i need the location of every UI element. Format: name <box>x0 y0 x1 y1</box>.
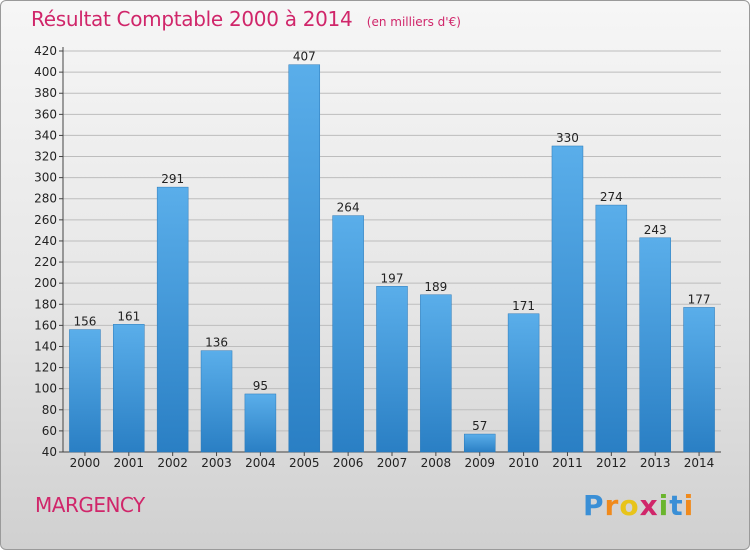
brand-letter: P <box>583 489 605 522</box>
bar-2002 <box>156 186 189 453</box>
bar-2013 <box>639 237 671 453</box>
y-tick-label: 60 <box>42 424 57 438</box>
bar-2009 <box>463 433 496 453</box>
data-label-2009: 57 <box>472 419 487 433</box>
x-tick-label: 2006 <box>333 456 364 470</box>
bar-2011 <box>551 145 584 453</box>
brand-letter: i <box>683 489 695 522</box>
bar-2003 <box>200 350 233 453</box>
brand-logo: Proxiti <box>583 489 694 522</box>
title-text: Résultat Comptable 2000 à 2014 <box>31 7 353 31</box>
x-tick-label: 2001 <box>114 456 145 470</box>
bar-2008 <box>420 294 452 453</box>
data-label-2013: 243 <box>644 223 667 237</box>
x-tick-label: 2004 <box>245 456 276 470</box>
bar-2000 <box>69 329 101 453</box>
data-label-2000: 156 <box>73 315 96 329</box>
axes: 40 60 80 100 120 140 160 180 200 220 240 260 280 300 3… <box>34 44 721 470</box>
x-tick-label: 2012 <box>596 456 627 470</box>
bar-2004 <box>244 393 277 453</box>
y-tick-label: 360 <box>34 107 57 121</box>
data-label-2011: 330 <box>556 131 579 145</box>
x-tick-label: 2007 <box>377 456 408 470</box>
brand-letter: o <box>619 489 640 522</box>
data-label-2002: 291 <box>161 172 184 186</box>
y-tick-label: 420 <box>34 44 57 58</box>
x-tick-label: 2005 <box>289 456 320 470</box>
y-tick-label: 160 <box>34 318 57 332</box>
x-tick-label: 2010 <box>508 456 539 470</box>
y-tick-label: 320 <box>34 150 57 164</box>
x-tick-label: 2011 <box>552 456 583 470</box>
data-label-2005: 407 <box>293 50 316 64</box>
bar-2007 <box>376 286 408 453</box>
bar-2014 <box>683 307 715 453</box>
x-tick-label: 2000 <box>70 456 101 470</box>
y-tick-label: 280 <box>34 192 57 206</box>
y-tick-label: 380 <box>34 86 57 100</box>
data-label-2008: 189 <box>424 280 447 294</box>
y-tick-label: 120 <box>34 361 57 375</box>
y-tick-label: 240 <box>34 234 57 248</box>
data-label-2006: 264 <box>337 201 360 215</box>
x-tick-label: 2003 <box>201 456 232 470</box>
y-tick-label: 300 <box>34 171 57 185</box>
y-tick-label: 200 <box>34 276 57 290</box>
data-label-2007: 197 <box>381 271 404 285</box>
data-label-2014: 177 <box>688 292 711 306</box>
bar-2012 <box>595 204 628 453</box>
brand-letter: x <box>639 489 659 522</box>
y-tick-label: 80 <box>42 403 57 417</box>
bars <box>69 64 715 453</box>
title-unit: (en milliers d'€) <box>366 15 461 29</box>
brand-letter: r <box>604 489 620 522</box>
y-tick-label: 400 <box>34 65 57 79</box>
bar-2001 <box>113 324 145 453</box>
x-tick-label: 2009 <box>464 456 495 470</box>
data-label-2003: 136 <box>205 336 228 350</box>
x-tick-label: 2002 <box>157 456 188 470</box>
y-tick-label: 220 <box>34 255 57 269</box>
brand-letter: i <box>658 489 670 522</box>
x-tick-label: 2013 <box>640 456 671 470</box>
location-name: MARGENCY <box>35 493 145 517</box>
x-tick-label: 2008 <box>421 456 452 470</box>
bar-2010 <box>507 313 540 453</box>
bar-2005 <box>288 64 321 453</box>
y-tick-label: 340 <box>34 128 57 142</box>
data-labels: 156 161 291 136 95 407 264 197 189 57 171 330 274 243… <box>73 50 710 433</box>
x-tick-label: 2014 <box>684 456 715 470</box>
data-label-2012: 274 <box>600 190 623 204</box>
y-tick-label: 180 <box>34 297 57 311</box>
y-tick-label: 100 <box>34 382 57 396</box>
y-tick-label: 260 <box>34 213 57 227</box>
chart-title: Résultat Comptable 2000 à 2014 (en milli… <box>31 7 461 31</box>
data-label-2010: 171 <box>512 299 535 313</box>
brand-letter: t <box>669 489 684 522</box>
y-tick-label: 40 <box>42 445 57 459</box>
data-label-2001: 161 <box>117 309 140 323</box>
y-tick-label: 140 <box>34 339 57 353</box>
bar-2006 <box>332 215 364 453</box>
data-label-2004: 95 <box>253 379 268 393</box>
